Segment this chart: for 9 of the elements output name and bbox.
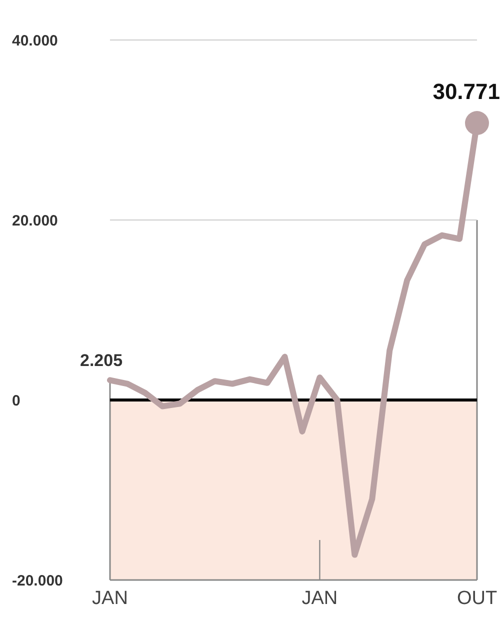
x-tick-label: JAN [92,588,128,609]
y-tick-label: 0 [12,392,20,410]
data-label: 30.771 [432,79,500,104]
x-tick-label: JAN [302,588,338,609]
y-tick-label: 20.000 [12,212,58,230]
x-tick-label: OUT [456,588,498,609]
data-label: 2.205 [80,351,123,370]
y-tick-label: 40.000 [12,32,58,50]
y-tick-label: -20.000 [12,572,63,590]
